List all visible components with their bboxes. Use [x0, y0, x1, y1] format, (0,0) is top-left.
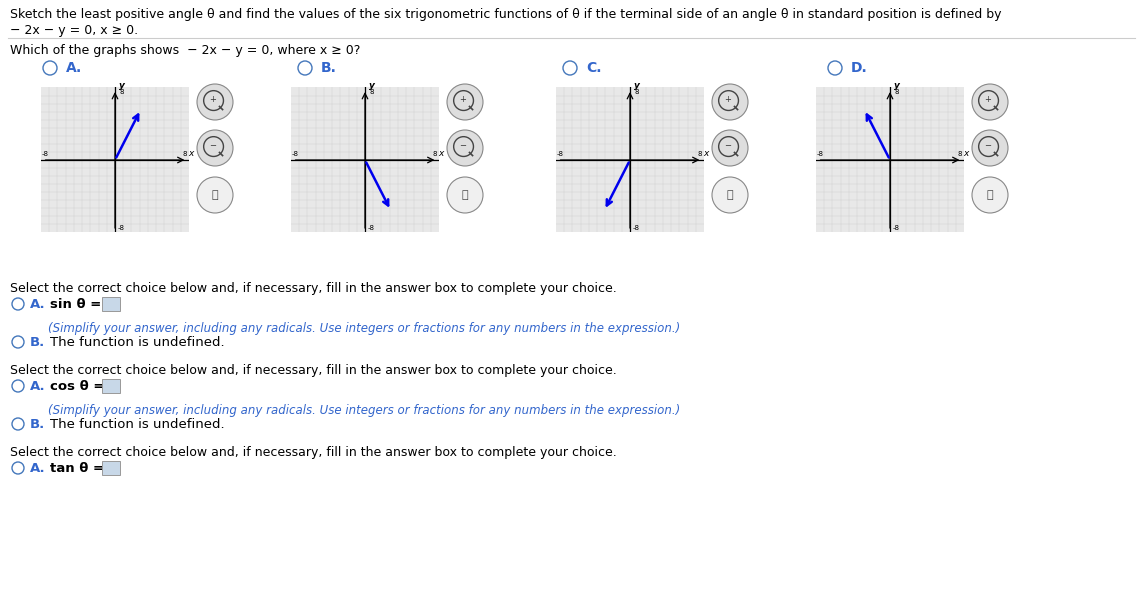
Text: y: y — [894, 80, 900, 89]
Ellipse shape — [972, 84, 1008, 120]
Text: Select the correct choice below and, if necessary, fill in the answer box to com: Select the correct choice below and, if … — [10, 446, 617, 459]
Text: y: y — [633, 80, 640, 89]
Text: x: x — [438, 149, 443, 158]
Text: −: − — [459, 142, 466, 150]
Ellipse shape — [197, 130, 233, 166]
Text: 8: 8 — [369, 88, 374, 94]
Text: Select the correct choice below and, if necessary, fill in the answer box to com: Select the correct choice below and, if … — [10, 364, 617, 377]
Text: B.: B. — [30, 335, 46, 349]
Text: -8: -8 — [118, 226, 125, 232]
Text: -8: -8 — [291, 151, 298, 156]
Text: ⧉: ⧉ — [211, 190, 218, 200]
FancyBboxPatch shape — [102, 297, 120, 311]
Text: −: − — [209, 142, 216, 150]
Ellipse shape — [197, 177, 233, 213]
Ellipse shape — [197, 84, 233, 120]
Text: 8: 8 — [894, 88, 898, 94]
Ellipse shape — [447, 177, 483, 213]
Ellipse shape — [447, 130, 483, 166]
Ellipse shape — [712, 84, 748, 120]
Text: B.: B. — [321, 61, 337, 75]
Text: tan θ =: tan θ = — [50, 462, 104, 474]
Text: 8: 8 — [958, 151, 962, 156]
Text: x: x — [187, 149, 193, 158]
Text: − 2x − y = 0, x ≥ 0.: − 2x − y = 0, x ≥ 0. — [10, 24, 138, 37]
Ellipse shape — [972, 130, 1008, 166]
Text: -8: -8 — [557, 151, 563, 156]
Ellipse shape — [712, 130, 748, 166]
Text: ⧉: ⧉ — [986, 190, 993, 200]
Text: −: − — [725, 142, 732, 150]
Text: +: + — [209, 96, 216, 104]
FancyBboxPatch shape — [102, 461, 120, 475]
Text: x: x — [962, 149, 968, 158]
Text: -8: -8 — [633, 226, 640, 232]
Text: −: − — [984, 142, 991, 150]
Text: C.: C. — [586, 61, 601, 75]
Text: A.: A. — [30, 297, 46, 311]
Text: Which of the graphs shows  − 2x − y = 0, where x ≥ 0?: Which of the graphs shows − 2x − y = 0, … — [10, 44, 360, 57]
Text: -8: -8 — [816, 151, 824, 156]
Text: y: y — [119, 80, 125, 89]
Text: Sketch the least positive angle θ and find the values of the six trigonometric f: Sketch the least positive angle θ and fi… — [10, 8, 1001, 21]
FancyBboxPatch shape — [102, 379, 120, 393]
Text: ⧉: ⧉ — [727, 190, 734, 200]
Text: B.: B. — [30, 417, 46, 430]
Text: 8: 8 — [634, 88, 639, 94]
Ellipse shape — [712, 177, 748, 213]
Ellipse shape — [972, 177, 1008, 213]
Text: The function is undefined.: The function is undefined. — [50, 417, 225, 430]
Text: +: + — [725, 96, 732, 104]
Text: -8: -8 — [368, 226, 375, 232]
Text: +: + — [984, 96, 991, 104]
Text: cos θ =: cos θ = — [50, 379, 104, 392]
Text: 8: 8 — [433, 151, 437, 156]
Text: -8: -8 — [893, 226, 900, 232]
Text: x: x — [703, 149, 709, 158]
Text: (Simplify your answer, including any radicals. Use integers or fractions for any: (Simplify your answer, including any rad… — [48, 404, 680, 417]
Text: A.: A. — [30, 462, 46, 474]
Text: 8: 8 — [119, 88, 123, 94]
Ellipse shape — [447, 84, 483, 120]
Text: D.: D. — [852, 61, 868, 75]
Text: 8: 8 — [697, 151, 702, 156]
Text: sin θ =: sin θ = — [50, 297, 102, 311]
Text: The function is undefined.: The function is undefined. — [50, 335, 225, 349]
Text: A.: A. — [66, 61, 82, 75]
Text: ⧉: ⧉ — [462, 190, 469, 200]
Text: A.: A. — [30, 379, 46, 392]
Text: +: + — [459, 96, 466, 104]
Text: Select the correct choice below and, if necessary, fill in the answer box to com: Select the correct choice below and, if … — [10, 282, 617, 295]
Text: (Simplify your answer, including any radicals. Use integers or fractions for any: (Simplify your answer, including any rad… — [48, 322, 680, 335]
Text: -8: -8 — [41, 151, 49, 156]
Text: 8: 8 — [183, 151, 187, 156]
Text: y: y — [369, 80, 375, 89]
